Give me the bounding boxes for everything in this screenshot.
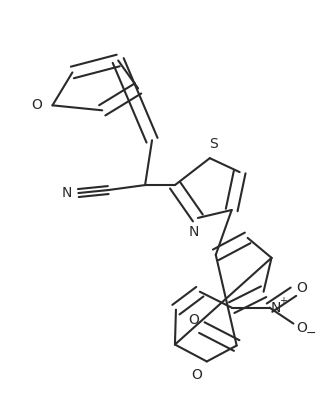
Text: −: −: [306, 327, 317, 340]
Text: N: N: [270, 301, 281, 315]
Text: +: +: [280, 296, 287, 306]
Text: N: N: [189, 225, 199, 239]
Text: O: O: [191, 368, 202, 382]
Text: S: S: [209, 137, 218, 151]
Text: O: O: [296, 281, 307, 295]
Text: N: N: [61, 186, 72, 200]
Text: O: O: [296, 321, 307, 335]
Text: O: O: [189, 313, 199, 327]
Text: O: O: [31, 98, 42, 112]
